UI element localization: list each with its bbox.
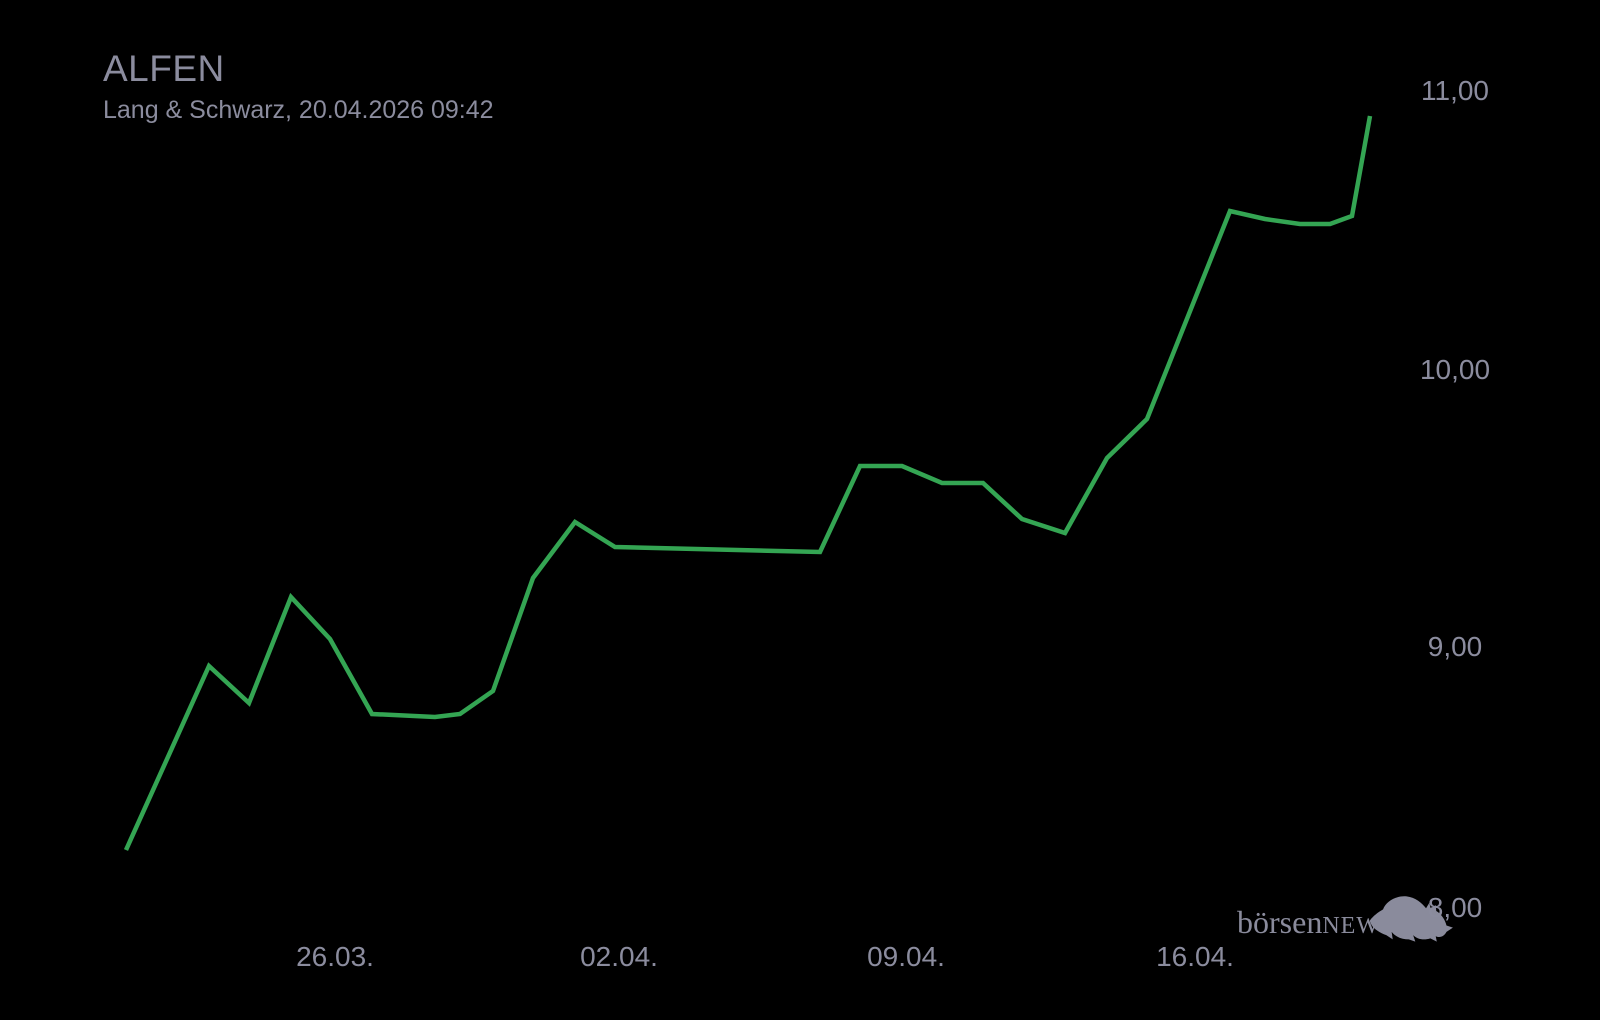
instrument-name: ALFEN	[103, 48, 225, 89]
bull-icon	[1369, 896, 1453, 942]
quote-source-timestamp: Lang & Schwarz, 20.04.2026 09:42	[103, 96, 494, 124]
y-tick-label: 11,00	[1421, 75, 1489, 106]
y-tick-label: 10,00	[1419, 354, 1491, 385]
x-tick-label: 26.03.	[296, 941, 374, 972]
y-tick-label: 8,00	[1427, 892, 1483, 923]
price-line	[123, 115, 1373, 851]
y-tick-label: 9,00	[1427, 631, 1483, 662]
x-tick-label: 09.04.	[867, 941, 945, 972]
x-tick-label: 16.04.	[1156, 941, 1234, 972]
logo-text-borsen: börsen	[1237, 904, 1323, 940]
x-tick-label: 02.04.	[580, 941, 658, 972]
